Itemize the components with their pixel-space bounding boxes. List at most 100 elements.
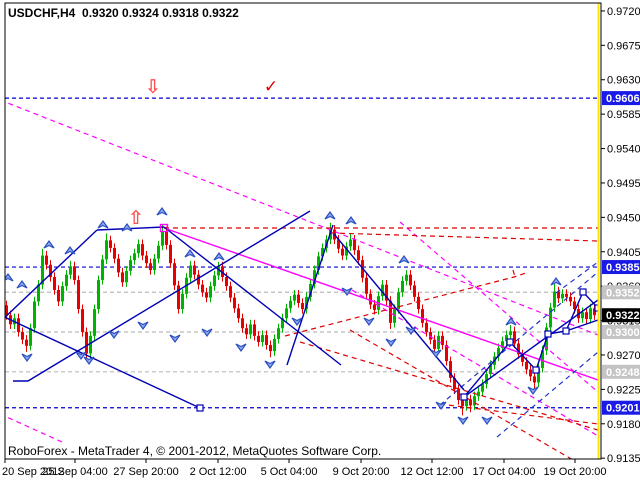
fractal-down-icon	[137, 321, 149, 331]
blue-trendline[interactable]	[565, 319, 598, 332]
chart-ohlc-values: 0.9320 0.9324 0.9318 0.9322	[82, 6, 239, 20]
fractal-up-icon	[324, 210, 336, 220]
price-axis[interactable]: 0.9720 0.9675 0.9630 0.9585 0.9540 0.9495 0.94…	[601, 6, 640, 465]
time-label: 12 Oct 12:00	[401, 466, 464, 478]
candle-body	[321, 247, 324, 257]
candle-body	[221, 266, 224, 277]
trendline-anchor-square[interactable]	[594, 304, 601, 312]
price-tick-label: 0.9675	[607, 40, 640, 52]
price-tick-label: 0.9630	[607, 75, 640, 87]
magenta-solid-trendline[interactable]	[163, 227, 598, 381]
candle-body	[317, 256, 320, 271]
candle-body	[77, 280, 80, 310]
candle-body	[365, 277, 368, 294]
candle-body	[557, 291, 560, 299]
candle-body	[289, 300, 292, 309]
blue-level-badge-label: 0.9606	[606, 93, 640, 105]
candle-body	[345, 246, 348, 256]
candle-body	[357, 250, 360, 261]
candle-body	[489, 364, 492, 375]
candle-body	[389, 300, 392, 323]
red-dashed-trendline[interactable]	[299, 341, 598, 431]
blue-trendline[interactable]	[463, 290, 598, 398]
blue-trendline[interactable]	[333, 233, 465, 391]
candle-body	[385, 284, 388, 301]
candle-body	[517, 343, 520, 355]
plot-area[interactable]: ⇩ ✓ ⇧	[0, 76, 601, 467]
trendline-anchor-square[interactable]	[544, 330, 552, 338]
candle-body	[245, 328, 248, 335]
blue-trendline[interactable]	[463, 299, 598, 398]
red-dashed-trendline[interactable]	[512, 269, 516, 278]
trendline-anchor-square[interactable]	[460, 393, 468, 401]
time-label: 9 Oct 20:00	[333, 466, 390, 478]
trendline-anchor-square[interactable]	[196, 404, 204, 412]
red-down-arrow-annotation: ⇩	[145, 76, 161, 98]
magenta-dashed-trendline[interactable]	[399, 221, 598, 393]
candle-body	[529, 369, 532, 377]
candle-body	[113, 247, 116, 259]
candle-body	[173, 263, 176, 286]
candle-body	[425, 322, 428, 333]
candle-body	[73, 266, 76, 281]
selected-anchor-square[interactable]	[159, 223, 169, 233]
candle-body	[401, 280, 404, 293]
magenta-dashed-trendline[interactable]	[351, 289, 598, 437]
trendline-anchor-square[interactable]	[532, 366, 540, 374]
fractal-up-icon	[505, 316, 517, 326]
candle-body	[349, 239, 352, 247]
candle-body	[233, 297, 236, 309]
time-label: 5 Oct 04:00	[261, 466, 318, 478]
blue-level-badge-label: 0.9201	[606, 403, 640, 415]
trendline-anchor-square[interactable]	[579, 288, 587, 296]
red-check-annotation: ✓	[264, 77, 278, 97]
price-tick-label: 0.9585	[607, 109, 640, 121]
fractal-down-icon	[291, 317, 303, 327]
trendline-anchor-square[interactable]	[506, 338, 514, 346]
price-tick-label: 0.9135	[607, 453, 640, 465]
gray-level-badge	[602, 364, 640, 379]
gray-level-badge-label: 0.9352	[606, 287, 640, 299]
candle-body	[429, 332, 432, 340]
red-dashed-trendline[interactable]	[284, 272, 527, 337]
candle-body	[253, 324, 256, 336]
fractal-up-icon	[64, 245, 76, 255]
red-dashed-trendline[interactable]	[330, 232, 598, 242]
candles-layer	[5, 222, 596, 416]
blue-dashed-channel-line[interactable]	[439, 271, 598, 406]
candle-body	[181, 293, 184, 310]
candle-body	[405, 274, 408, 281]
candle-body	[505, 335, 508, 342]
fractal-down-icon	[21, 353, 33, 363]
blue-trendline[interactable]	[286, 224, 334, 366]
candle-body	[481, 384, 484, 392]
candle-body	[41, 255, 44, 285]
candle-body	[249, 324, 252, 335]
candle-body	[437, 335, 440, 349]
candle-body	[105, 240, 108, 260]
candle-body	[417, 296, 420, 310]
price-tick-label: 0.9270	[607, 350, 640, 362]
fractal-up-icon	[97, 219, 109, 229]
trendline-anchor-square[interactable]	[562, 327, 570, 335]
blue-trendline[interactable]	[0, 315, 201, 409]
time-label: 20 Sep 2012	[2, 466, 64, 478]
candle-body	[141, 244, 144, 256]
candle-body	[201, 284, 204, 293]
blue-trendline[interactable]	[0, 229, 98, 322]
magenta-dashed-trendline[interactable]	[0, 414, 63, 443]
candle-body	[265, 335, 268, 346]
magenta-dashed-trendline[interactable]	[0, 100, 598, 336]
chart-title: USDCHF,H4 0.9320 0.9324 0.9318 0.9322	[8, 6, 239, 20]
blue-trendline[interactable]	[163, 226, 342, 366]
time-label: 25 Sep 04:00	[42, 466, 107, 478]
candle-body	[469, 399, 472, 406]
candle-body	[197, 274, 200, 285]
candle-body	[561, 293, 564, 299]
blue-dashed-channel-line[interactable]	[496, 351, 598, 438]
fractal-down-icon	[527, 386, 539, 396]
candle-body	[433, 339, 436, 349]
candle-body	[533, 376, 536, 383]
